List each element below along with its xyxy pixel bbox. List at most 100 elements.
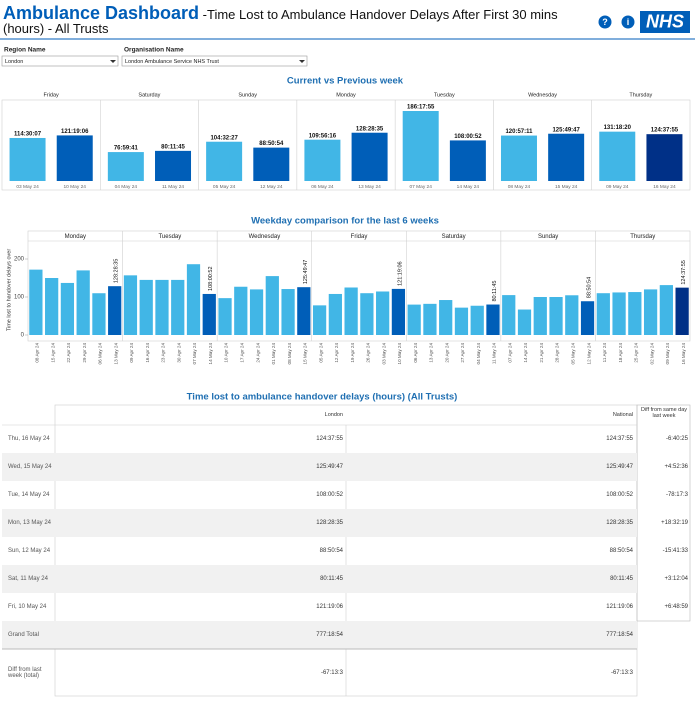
bar-date: 21 Apr 24 <box>539 343 544 363</box>
value-label: 104:32:27 <box>210 135 238 141</box>
bar <box>186 264 201 335</box>
table-title: Time lost to ambulance handover delays (… <box>187 392 458 403</box>
cell-value: 124:37:55 <box>606 436 633 442</box>
bar-date: 05 Apr 24 <box>318 343 323 363</box>
value-label: 108:00:52 <box>208 266 214 290</box>
bar-date: 06 May 24 <box>311 184 334 190</box>
nhs-logo <box>640 11 690 33</box>
y-tick-label: 0 <box>21 333 25 339</box>
dropdown-arrow <box>110 60 116 63</box>
value-label: 80:11:45 <box>492 281 498 302</box>
bar <box>502 295 516 335</box>
help-icon[interactable] <box>598 15 612 29</box>
value-label: 128:28:35 <box>356 126 384 132</box>
bar <box>643 289 658 335</box>
bar-date: 28 Apr 24 <box>555 343 560 363</box>
value-label: 125:49:47 <box>303 260 309 284</box>
bar-date: 11 Apr 24 <box>602 343 607 363</box>
y-axis-label: Time lost to handover delays over <box>6 249 12 332</box>
value-label: 120:57:11 <box>505 129 533 135</box>
bar <box>206 141 243 181</box>
bar <box>351 132 388 181</box>
row-label: Mon, 13 May 24 <box>8 520 52 526</box>
bar <box>659 285 673 335</box>
column-header: Diff from same day last week <box>640 407 688 419</box>
row-label: Tue, 14 May 24 <box>8 492 50 498</box>
bar-date: 02 May 24 <box>649 343 654 365</box>
bar <box>281 289 295 335</box>
cell-diff: -15:41:33 <box>662 548 688 554</box>
dropdown[interactable] <box>1 55 119 67</box>
group-label: Saturday <box>442 234 466 240</box>
bar <box>265 276 279 335</box>
group-label: Sunday <box>538 234 558 240</box>
bar-date: 07 May 24 <box>192 343 197 365</box>
bar <box>45 278 59 335</box>
chart-title: Weekday comparison for the last 6 weeks <box>251 216 439 227</box>
cell-value: 108:00:52 <box>316 492 343 498</box>
panel-label: Thursday <box>629 92 652 98</box>
cell-value: 88:50:54 <box>319 548 343 554</box>
bar <box>580 301 595 335</box>
bar <box>344 287 358 335</box>
bar <box>423 303 437 335</box>
value-label: 186:17:55 <box>407 105 435 111</box>
bar <box>171 279 185 335</box>
bar <box>628 292 642 335</box>
bar-date: 19 Apr 24 <box>350 343 355 363</box>
bar <box>376 291 390 335</box>
bar <box>470 305 484 335</box>
bar-date: 05 May 24 <box>571 343 576 365</box>
header-subtitle: -Time Lost to Ambulance Handover Delays … <box>3 7 558 36</box>
bar-date: 09 Apr 24 <box>129 343 134 363</box>
bar <box>454 307 469 335</box>
bar-date: 15 Apr 24 <box>50 343 55 363</box>
bar-date: 14 May 24 <box>208 343 213 365</box>
row-stripe <box>2 565 637 593</box>
bar-date: 13 Apr 24 <box>429 343 434 363</box>
bar <box>60 282 75 335</box>
bar-date: 20 Apr 24 <box>444 343 449 363</box>
bar <box>486 304 500 335</box>
bar-date: 05 May 24 <box>213 184 236 190</box>
bar <box>56 135 93 181</box>
nhs-logo-text: NHS <box>646 11 684 31</box>
value-label: 88:50:54 <box>587 277 593 298</box>
value-label: 124:37:55 <box>651 128 679 134</box>
bar-date: 11 May 24 <box>492 343 497 365</box>
bar <box>517 309 532 335</box>
panel-label: Sunday <box>238 92 257 98</box>
value-label: 121:19:06 <box>61 129 89 135</box>
bar-date: 13 May 24 <box>113 343 118 365</box>
bar <box>565 295 579 335</box>
value-label: 125:49:47 <box>552 127 580 133</box>
value-label: 88:50:54 <box>259 141 284 147</box>
cell-value: 108:00:52 <box>606 492 633 498</box>
bar <box>155 150 192 181</box>
bar <box>612 292 626 335</box>
bar-date: 22 Apr 24 <box>66 343 71 363</box>
bar <box>549 297 563 335</box>
cell-value: 128:28:35 <box>316 520 343 526</box>
info-icon[interactable] <box>621 15 635 29</box>
bar-date: 13 May 24 <box>358 184 381 190</box>
dropdown[interactable] <box>121 55 308 67</box>
bar-date: 29 Apr 24 <box>82 343 87 363</box>
bar <box>402 111 439 181</box>
bar-date: 08 May 24 <box>508 184 531 190</box>
bar <box>202 293 216 335</box>
value-label: 128:28:35 <box>114 259 120 283</box>
value-label: 76:59:41 <box>114 146 139 152</box>
bar <box>599 131 636 181</box>
bar-date: 12 May 24 <box>260 184 283 190</box>
bar <box>108 286 122 335</box>
bar-date: 10 May 24 <box>397 343 402 365</box>
bar-date: 10 Apr 24 <box>224 343 229 363</box>
cell-value: 124:37:55 <box>316 436 343 442</box>
bar-date: 07 May 24 <box>409 184 432 190</box>
value-label: 131:18:20 <box>604 125 632 131</box>
bar <box>123 275 138 335</box>
value-label: 80:11:45 <box>161 144 185 150</box>
bar-date: 08 Apr 24 <box>35 343 40 363</box>
